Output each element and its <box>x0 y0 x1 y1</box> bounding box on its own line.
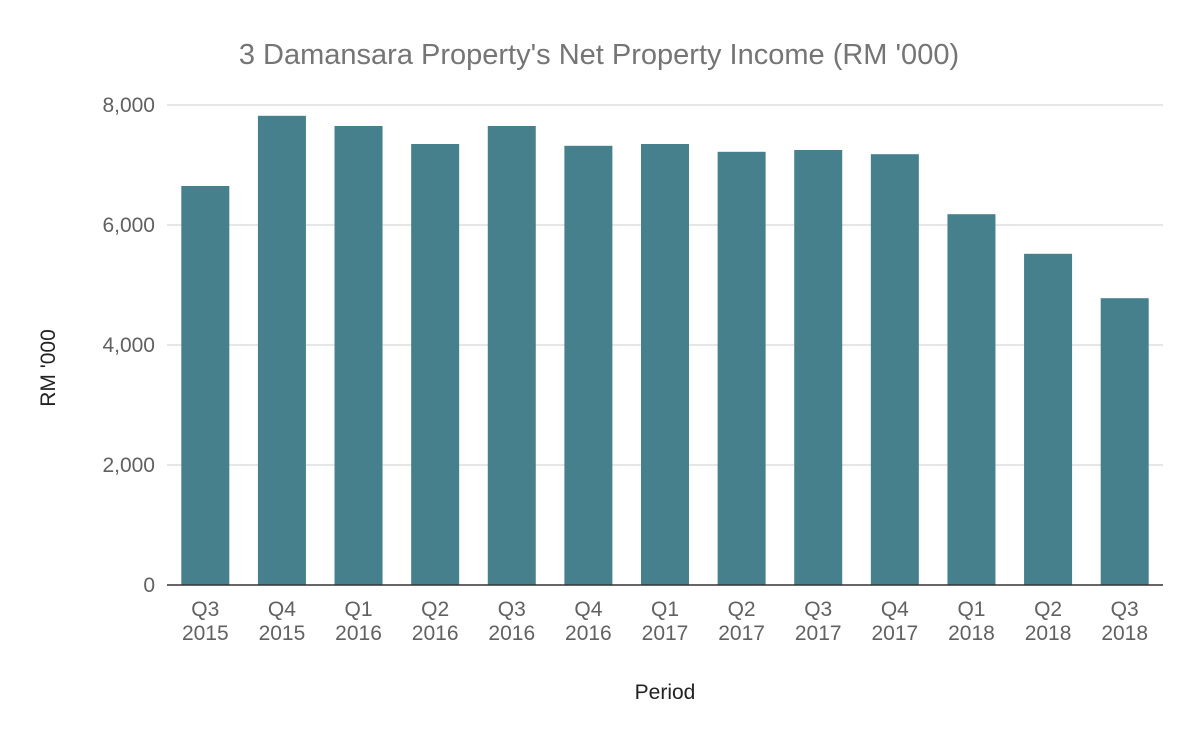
bar <box>717 151 766 586</box>
y-tick-label: 4,000 <box>102 334 155 357</box>
bar <box>1100 298 1149 585</box>
bars <box>181 115 1149 586</box>
y-tick-label: 8,000 <box>102 94 155 117</box>
bar <box>794 150 843 585</box>
x-tick-label-quarter: Q1 <box>957 598 985 621</box>
bar <box>334 126 383 585</box>
bar <box>870 154 919 585</box>
x-tick-label-quarter: Q1 <box>651 598 679 621</box>
bar <box>947 214 996 585</box>
bar <box>257 115 306 586</box>
x-tick-label-quarter: Q3 <box>804 598 832 621</box>
bar <box>1024 253 1073 586</box>
x-tick-label-year: 2017 <box>718 622 765 645</box>
x-tick-label-quarter: Q3 <box>1111 598 1139 621</box>
x-tick-label-year: 2015 <box>259 622 306 645</box>
x-tick-label-quarter: Q2 <box>728 598 756 621</box>
x-tick-label-year: 2015 <box>182 622 229 645</box>
x-tick-label-year: 2016 <box>335 622 382 645</box>
x-tick-label-quarter: Q4 <box>881 598 909 621</box>
x-tick-label-year: 2018 <box>948 622 995 645</box>
x-tick-label-year: 2017 <box>871 622 918 645</box>
bar <box>411 144 460 585</box>
y-axis-ticks: 0 2,000 4,000 6,000 8,000 <box>102 94 155 597</box>
bar <box>487 126 536 585</box>
x-tick-label-year: 2017 <box>642 622 689 645</box>
y-tick-label: 6,000 <box>102 214 155 237</box>
bar <box>181 186 230 585</box>
chart-title: 3 Damansara Property's Net Property Inco… <box>239 39 959 71</box>
x-tick-label-quarter: Q3 <box>498 598 526 621</box>
bar <box>641 144 689 585</box>
x-tick-label-year: 2017 <box>795 622 842 645</box>
x-tick-label-year: 2016 <box>565 622 612 645</box>
y-tick-label: 0 <box>143 574 155 597</box>
x-axis-ticks: Q32015Q42015Q12016Q22016Q32016Q42016Q120… <box>182 598 1148 645</box>
x-tick-label-year: 2018 <box>1101 622 1148 645</box>
bar <box>564 145 613 586</box>
x-tick-label-year: 2016 <box>488 622 535 645</box>
y-tick-label: 2,000 <box>102 454 155 477</box>
x-tick-label-quarter: Q2 <box>421 598 449 621</box>
x-tick-label-year: 2016 <box>412 622 459 645</box>
x-tick-label-quarter: Q4 <box>268 598 296 621</box>
x-tick-label-quarter: Q2 <box>1034 598 1062 621</box>
x-tick-label-quarter: Q1 <box>345 598 373 621</box>
x-tick-label-quarter: Q4 <box>574 598 602 621</box>
x-axis-label: Period <box>635 681 696 704</box>
y-axis-label: RM '000 <box>37 329 60 407</box>
x-tick-label-year: 2018 <box>1025 622 1072 645</box>
x-tick-label-quarter: Q3 <box>191 598 219 621</box>
